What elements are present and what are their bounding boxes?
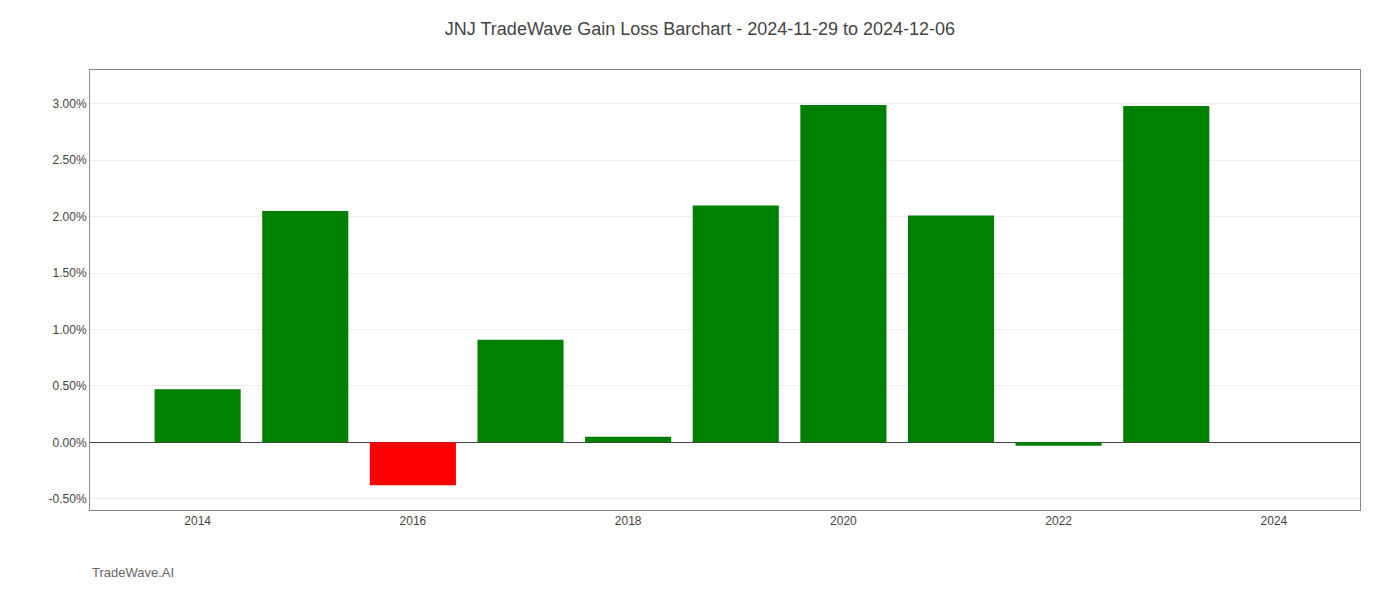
svg-text:2.50%: 2.50%: [53, 153, 87, 167]
svg-text:2022: 2022: [1045, 514, 1072, 528]
svg-text:-0.50%: -0.50%: [49, 492, 87, 506]
svg-text:TradeWave.AI: TradeWave.AI: [92, 565, 174, 580]
svg-text:2020: 2020: [830, 514, 857, 528]
svg-text:2016: 2016: [400, 514, 427, 528]
svg-text:3.00%: 3.00%: [53, 97, 87, 111]
svg-text:2.00%: 2.00%: [53, 210, 87, 224]
svg-text:1.00%: 1.00%: [53, 323, 87, 337]
svg-text:2018: 2018: [615, 514, 642, 528]
svg-text:1.50%: 1.50%: [53, 266, 87, 280]
svg-text:0.50%: 0.50%: [53, 379, 87, 393]
svg-text:2024: 2024: [1261, 514, 1288, 528]
svg-text:JNJ TradeWave Gain Loss Barcha: JNJ TradeWave Gain Loss Barchart - 2024-…: [445, 19, 955, 39]
svg-text:0.00%: 0.00%: [53, 436, 87, 450]
svg-text:2014: 2014: [184, 514, 211, 528]
